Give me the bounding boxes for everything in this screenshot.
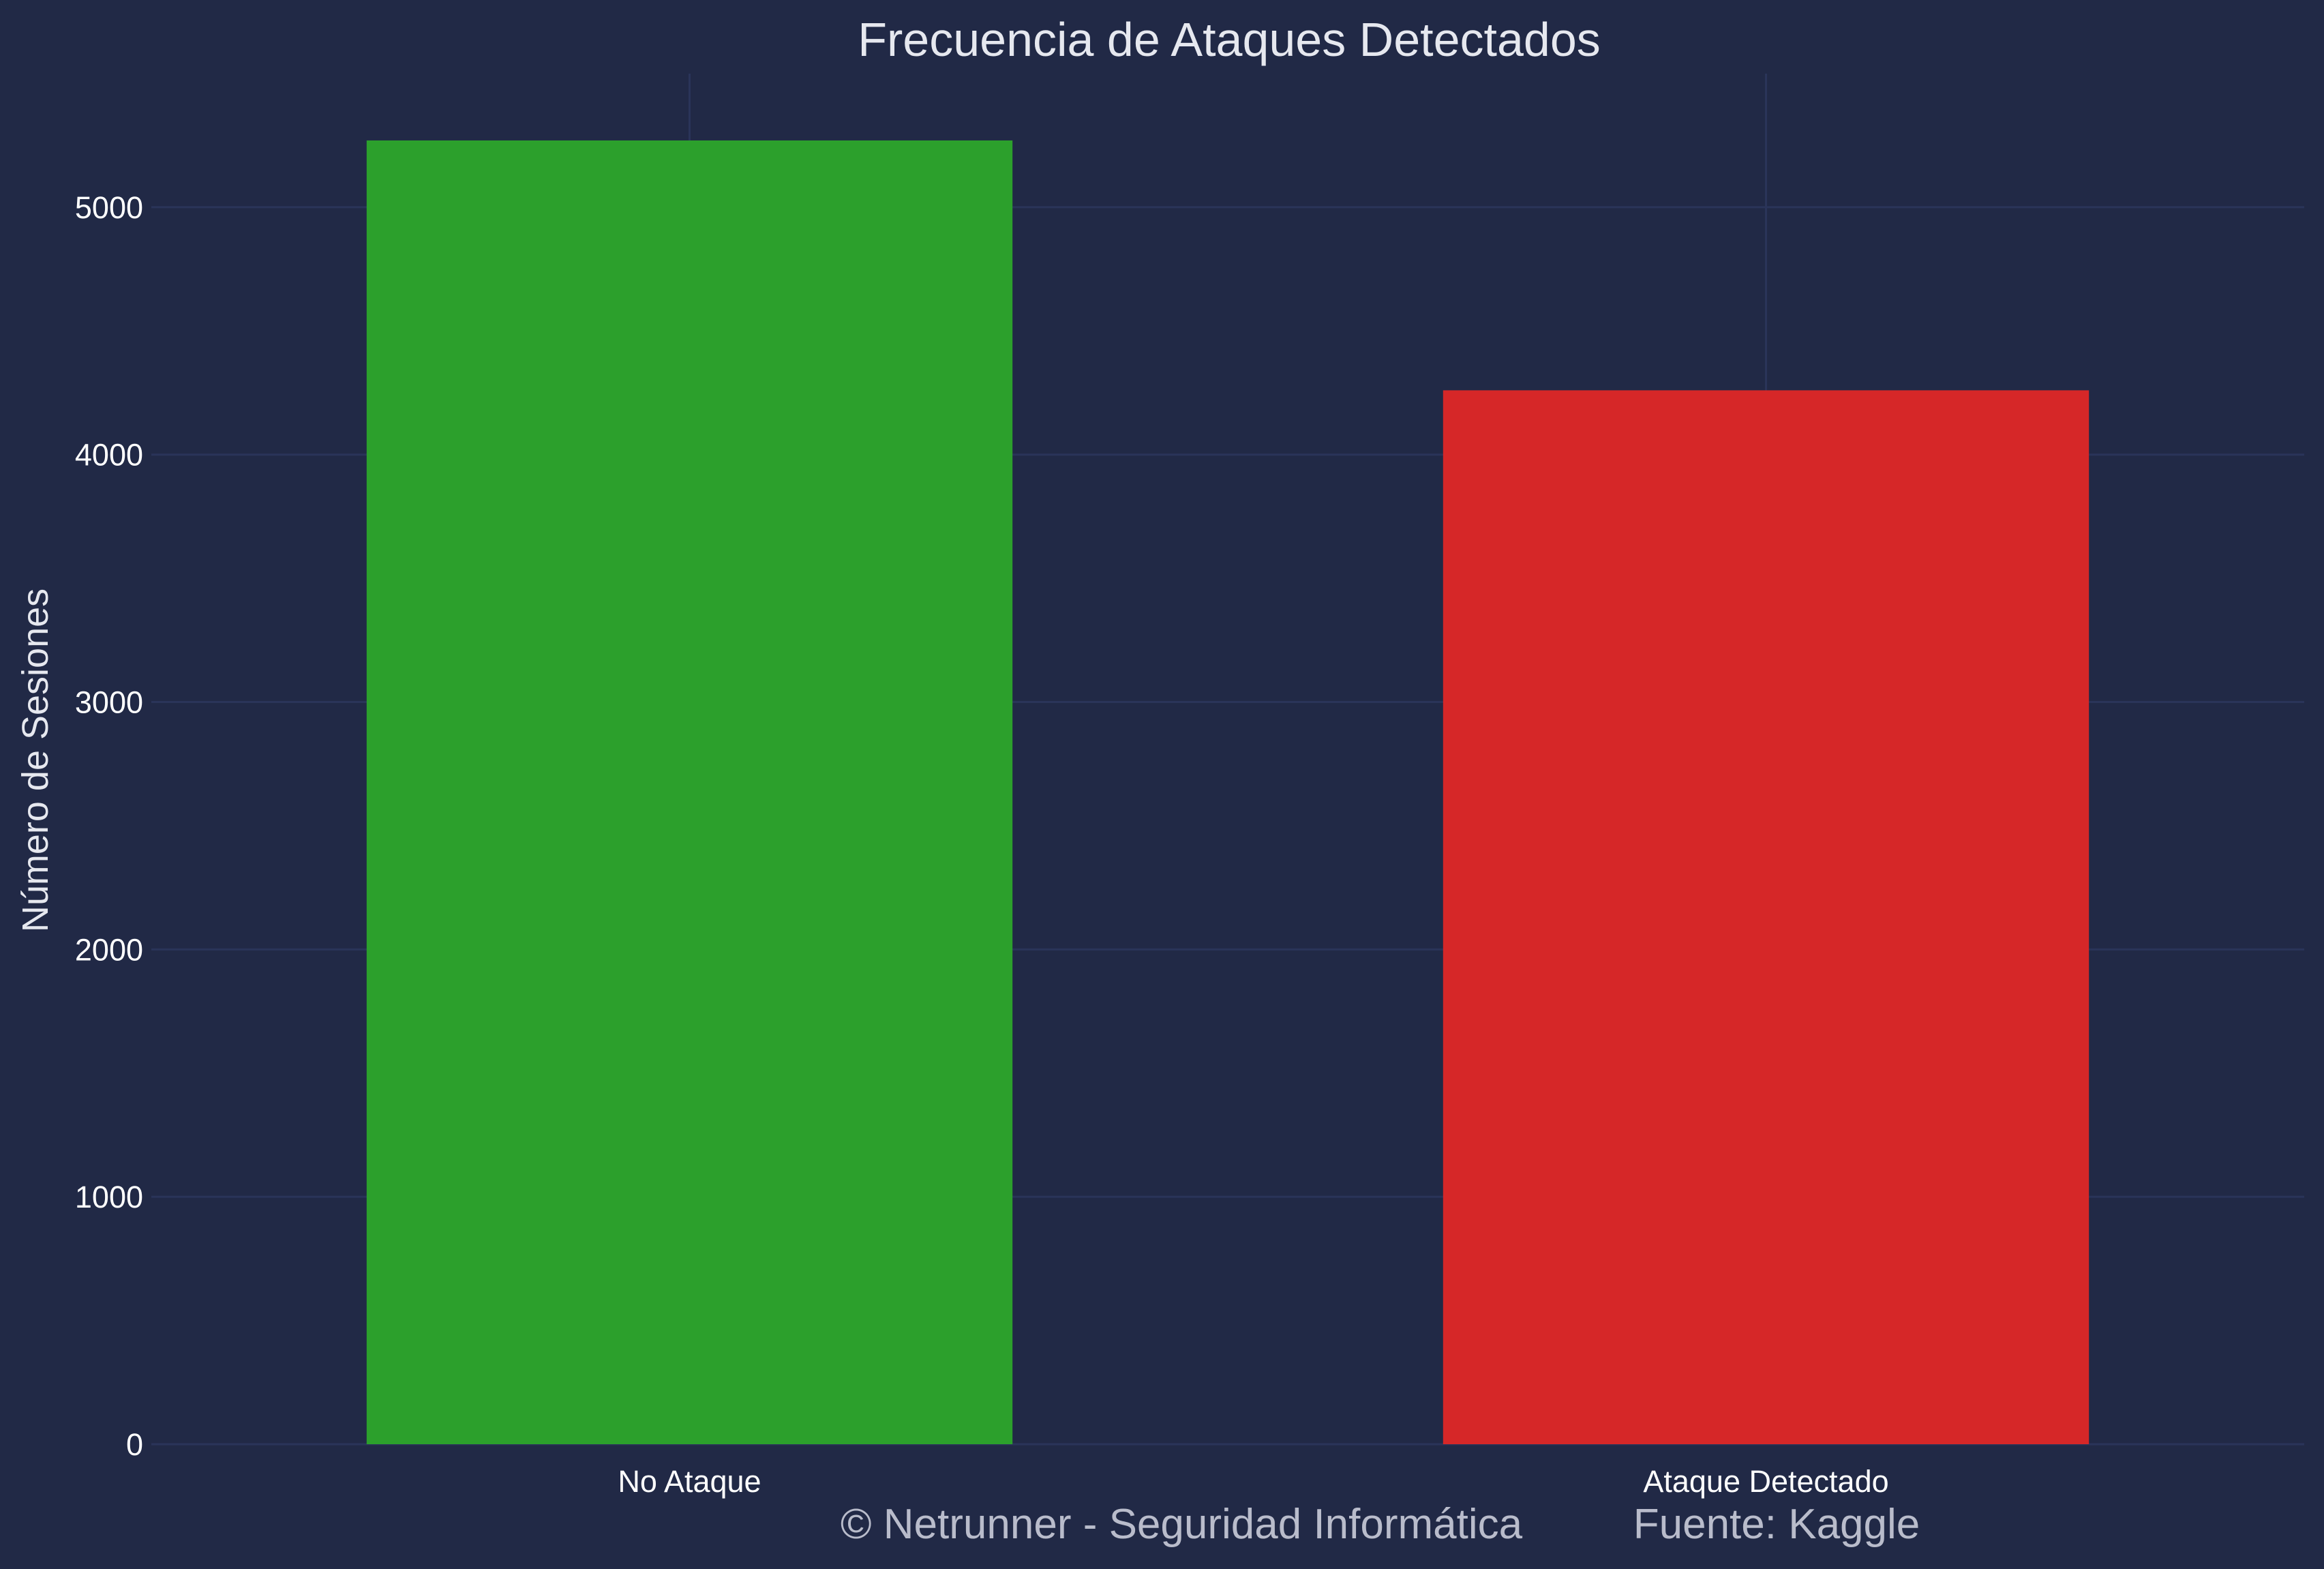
- x-axis-ticks: No Ataque Ataque Detectado: [618, 1464, 1888, 1499]
- bar-ataque-detectado: [1443, 390, 2089, 1445]
- bars: [366, 140, 2089, 1445]
- y-axis-label: Número de Sesiones: [15, 588, 56, 932]
- x-tick-label: No Ataque: [618, 1464, 761, 1499]
- x-tick-label: Ataque Detectado: [1643, 1464, 1888, 1499]
- y-axis-ticks: 0 1000 2000 3000 4000 5000: [75, 190, 143, 1462]
- y-tick-label: 1000: [75, 1180, 143, 1214]
- bar-no-ataque: [366, 140, 1013, 1444]
- chart-title: Frecuencia de Ataques Detectados: [858, 13, 1601, 66]
- footer-copyright: © Netrunner - Seguridad Informática: [841, 1501, 1523, 1548]
- y-tick-label: 0: [126, 1427, 143, 1462]
- y-tick-label: 3000: [75, 685, 143, 720]
- y-tick-label: 2000: [75, 932, 143, 967]
- y-tick-label: 4000: [75, 438, 143, 473]
- y-tick-label: 5000: [75, 190, 143, 225]
- footer-source: Fuente: Kaggle: [1633, 1501, 1920, 1548]
